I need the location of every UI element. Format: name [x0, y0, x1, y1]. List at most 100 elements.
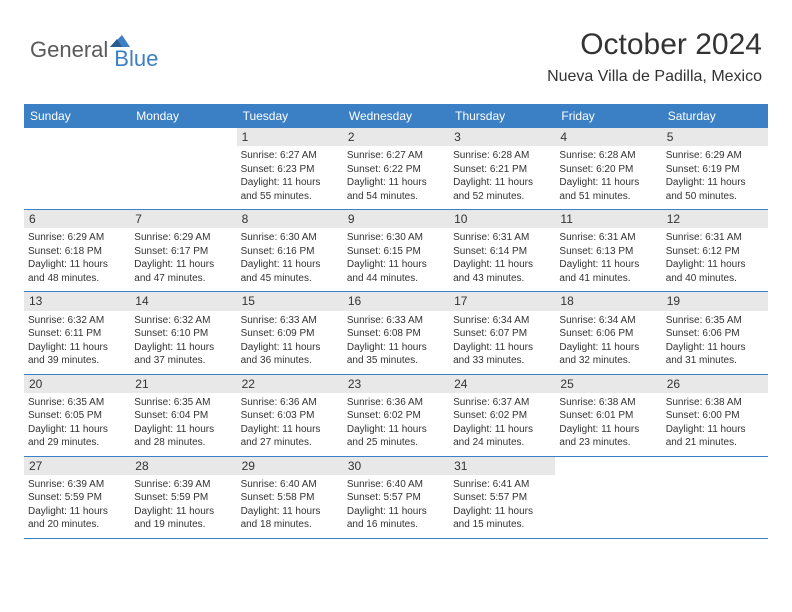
calendar-header-cell: Wednesday — [343, 106, 449, 128]
calendar-day-cell: 25Sunrise: 6:38 AMSunset: 6:01 PMDayligh… — [555, 375, 661, 456]
day-number: 10 — [449, 210, 555, 228]
sunset-text: Sunset: 5:59 PM — [134, 491, 232, 505]
calendar-week-row: 1Sunrise: 6:27 AMSunset: 6:23 PMDaylight… — [24, 128, 768, 210]
daylight-text: Daylight: 11 hours and 23 minutes. — [559, 423, 657, 450]
calendar-day-cell: 11Sunrise: 6:31 AMSunset: 6:13 PMDayligh… — [555, 210, 661, 291]
calendar-week-row: 13Sunrise: 6:32 AMSunset: 6:11 PMDayligh… — [24, 292, 768, 374]
sunset-text: Sunset: 6:00 PM — [666, 409, 764, 423]
sunrise-text: Sunrise: 6:33 AM — [347, 314, 445, 328]
calendar-day-cell: 2Sunrise: 6:27 AMSunset: 6:22 PMDaylight… — [343, 128, 449, 209]
calendar-day-cell: 7 Sunrise: 6:29 AMSunset: 6:17 PMDaylight… — [130, 210, 236, 291]
sunset-text: Sunset: 6:05 PM — [28, 409, 126, 423]
daylight-text: Daylight: 11 hours and 20 minutes. — [28, 505, 126, 532]
calendar-day-cell: 5Sunrise: 6:29 AMSunset: 6:19 PMDaylight… — [662, 128, 768, 209]
calendar-day-cell — [555, 457, 661, 538]
calendar-day-cell: 24Sunrise: 6:37 AMSunset: 6:02 PMDayligh… — [449, 375, 555, 456]
day-number: 14 — [130, 292, 236, 310]
calendar-day-cell: 13Sunrise: 6:32 AMSunset: 6:11 PMDayligh… — [24, 292, 130, 373]
calendar-grid: SundayMondayTuesdayWednesdayThursdayFrid… — [24, 104, 768, 539]
calendar-day-cell: 23Sunrise: 6:36 AMSunset: 6:02 PMDayligh… — [343, 375, 449, 456]
sunrise-text: Sunrise: 6:30 AM — [347, 231, 445, 245]
daylight-text: Daylight: 11 hours and 36 minutes. — [241, 341, 339, 368]
day-number: 12 — [662, 210, 768, 228]
day-number: 26 — [662, 375, 768, 393]
day-number: 17 — [449, 292, 555, 310]
day-number: 18 — [555, 292, 661, 310]
sunset-text: Sunset: 6:17 PM — [134, 245, 232, 259]
daylight-text: Daylight: 11 hours and 40 minutes. — [666, 258, 764, 285]
sunrise-text: Sunrise: 6:31 AM — [559, 231, 657, 245]
day-number: 22 — [237, 375, 343, 393]
sunrise-text: Sunrise: 6:32 AM — [134, 314, 232, 328]
daylight-text: Daylight: 11 hours and 35 minutes. — [347, 341, 445, 368]
daylight-text: Daylight: 11 hours and 39 minutes. — [28, 341, 126, 368]
calendar-day-cell: 30Sunrise: 6:40 AMSunset: 5:57 PMDayligh… — [343, 457, 449, 538]
calendar-header-cell: Friday — [555, 106, 661, 128]
day-number: 19 — [662, 292, 768, 310]
brand-name-1: General — [30, 37, 108, 63]
daylight-text: Daylight: 11 hours and 47 minutes. — [134, 258, 232, 285]
day-number: 7 — [130, 210, 236, 228]
sunset-text: Sunset: 5:58 PM — [241, 491, 339, 505]
sunrise-text: Sunrise: 6:31 AM — [453, 231, 551, 245]
sunrise-text: Sunrise: 6:29 AM — [28, 231, 126, 245]
calendar-day-cell — [662, 457, 768, 538]
day-number: 11 — [555, 210, 661, 228]
daylight-text: Daylight: 11 hours and 24 minutes. — [453, 423, 551, 450]
calendar-day-cell: 16 Sunrise: 6:33 AMSunset: 6:08 PMDayligh… — [343, 292, 449, 373]
sunset-text: Sunset: 6:07 PM — [453, 327, 551, 341]
sunrise-text: Sunrise: 6:29 AM — [134, 231, 232, 245]
daylight-text: Daylight: 11 hours and 37 minutes. — [134, 341, 232, 368]
sunset-text: Sunset: 5:57 PM — [453, 491, 551, 505]
sunrise-text: Sunrise: 6:32 AM — [28, 314, 126, 328]
daylight-text: Daylight: 11 hours and 45 minutes. — [241, 258, 339, 285]
daylight-text: Daylight: 11 hours and 43 minutes. — [453, 258, 551, 285]
day-number: 25 — [555, 375, 661, 393]
sunset-text: Sunset: 6:01 PM — [559, 409, 657, 423]
day-number: 3 — [449, 128, 555, 146]
daylight-text: Daylight: 11 hours and 52 minutes. — [453, 176, 551, 203]
sunrise-text: Sunrise: 6:37 AM — [453, 396, 551, 410]
sunset-text: Sunset: 6:15 PM — [347, 245, 445, 259]
sunset-text: Sunset: 6:21 PM — [453, 163, 551, 177]
calendar-day-cell: 18Sunrise: 6:34 AMSunset: 6:06 PMDayligh… — [555, 292, 661, 373]
sunset-text: Sunset: 6:03 PM — [241, 409, 339, 423]
calendar-header-cell: Tuesday — [237, 106, 343, 128]
location-label: Nueva Villa de Padilla, Mexico — [547, 68, 762, 86]
day-number: 9 — [343, 210, 449, 228]
sunrise-text: Sunrise: 6:36 AM — [347, 396, 445, 410]
sunrise-text: Sunrise: 6:40 AM — [347, 478, 445, 492]
sunset-text: Sunset: 6:12 PM — [666, 245, 764, 259]
day-number: 8 — [237, 210, 343, 228]
day-number: 29 — [237, 457, 343, 475]
sunrise-text: Sunrise: 6:39 AM — [134, 478, 232, 492]
sunset-text: Sunset: 6:20 PM — [559, 163, 657, 177]
daylight-text: Daylight: 11 hours and 31 minutes. — [666, 341, 764, 368]
sunrise-text: Sunrise: 6:36 AM — [241, 396, 339, 410]
calendar-day-cell: 22Sunrise: 6:36 AMSunset: 6:03 PMDayligh… — [237, 375, 343, 456]
sunset-text: Sunset: 6:08 PM — [347, 327, 445, 341]
sunrise-text: Sunrise: 6:28 AM — [453, 149, 551, 163]
daylight-text: Daylight: 11 hours and 44 minutes. — [347, 258, 445, 285]
calendar-header-cell: Saturday — [662, 106, 768, 128]
day-number: 23 — [343, 375, 449, 393]
sunset-text: Sunset: 6:16 PM — [241, 245, 339, 259]
sunrise-text: Sunrise: 6:41 AM — [453, 478, 551, 492]
day-number: 16 — [343, 292, 449, 310]
sunrise-text: Sunrise: 6:29 AM — [666, 149, 764, 163]
sunset-text: Sunset: 6:13 PM — [559, 245, 657, 259]
daylight-text: Daylight: 11 hours and 29 minutes. — [28, 423, 126, 450]
daylight-text: Daylight: 11 hours and 33 minutes. — [453, 341, 551, 368]
calendar-day-cell: 28Sunrise: 6:39 AMSunset: 5:59 PMDayligh… — [130, 457, 236, 538]
sunset-text: Sunset: 6:22 PM — [347, 163, 445, 177]
calendar-header-cell: Sunday — [24, 106, 130, 128]
sunset-text: Sunset: 6:19 PM — [666, 163, 764, 177]
daylight-text: Daylight: 11 hours and 25 minutes. — [347, 423, 445, 450]
calendar-day-cell: 29Sunrise: 6:40 AMSunset: 5:58 PMDayligh… — [237, 457, 343, 538]
sunrise-text: Sunrise: 6:27 AM — [347, 149, 445, 163]
calendar-day-cell: 20Sunrise: 6:35 AMSunset: 6:05 PMDayligh… — [24, 375, 130, 456]
calendar-day-cell: 12Sunrise: 6:31 AMSunset: 6:12 PMDayligh… — [662, 210, 768, 291]
sunset-text: Sunset: 6:09 PM — [241, 327, 339, 341]
brand-logo: General Blue — [30, 28, 158, 72]
calendar-day-cell: 27Sunrise: 6:39 AMSunset: 5:59 PMDayligh… — [24, 457, 130, 538]
